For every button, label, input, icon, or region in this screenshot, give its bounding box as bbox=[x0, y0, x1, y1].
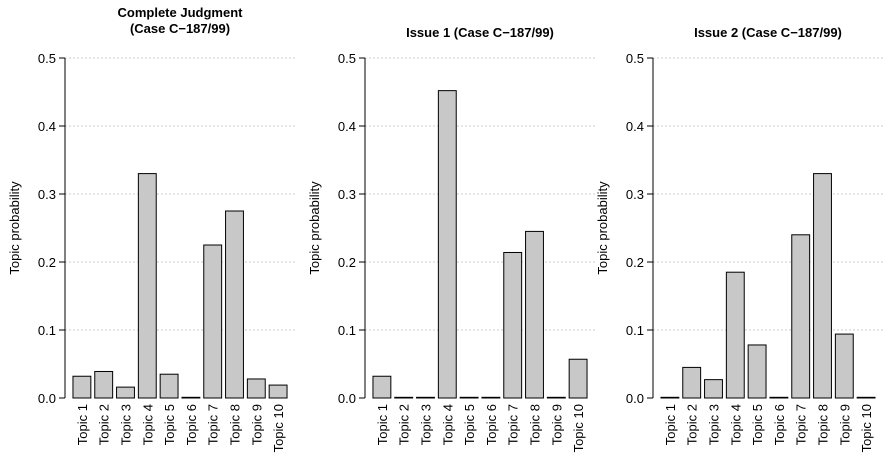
x-tick-label: Topic 7 bbox=[206, 404, 221, 445]
bar-topic-2 bbox=[394, 396, 414, 399]
x-tick-label: Topic 1 bbox=[375, 404, 390, 445]
y-tick-label: 0.4 bbox=[626, 119, 644, 134]
bar-topic-6 bbox=[769, 396, 789, 399]
chart-title-line: Issue 2 (Case C−187/99) bbox=[694, 25, 842, 40]
chart-title-line: (Case C−187/99) bbox=[130, 21, 230, 36]
y-tick-label: 0.0 bbox=[338, 391, 356, 406]
bar-topic-10 bbox=[268, 384, 288, 399]
x-tick-label: Topic 1 bbox=[75, 404, 90, 445]
x-tick-label: Topic 8 bbox=[528, 404, 543, 445]
bar-topic-10 bbox=[856, 396, 876, 399]
x-tick-label: Topic 9 bbox=[837, 404, 852, 445]
bar-topic-2 bbox=[94, 370, 114, 399]
x-tick-label: Topic 7 bbox=[506, 404, 521, 445]
x-tick-label: Topic 4 bbox=[728, 404, 743, 445]
bar-topic-9 bbox=[834, 333, 854, 399]
x-tick-label: Topic 3 bbox=[419, 404, 434, 445]
bar-topic-9 bbox=[546, 396, 566, 399]
x-tick-label: Topic 3 bbox=[707, 404, 722, 445]
bar-topic-1 bbox=[72, 375, 92, 399]
x-tick-label: Topic 9 bbox=[249, 404, 264, 445]
bar-topic-8 bbox=[813, 173, 832, 399]
bar-topic-4 bbox=[437, 90, 457, 399]
y-tick-label: 0.2 bbox=[626, 255, 644, 270]
x-tick-label: Topic 8 bbox=[816, 404, 831, 445]
x-tick-label: Topic 8 bbox=[228, 404, 243, 445]
y-tick-label: 0.5 bbox=[338, 51, 356, 66]
bar-topic-9 bbox=[246, 378, 266, 399]
bar-topic-5 bbox=[747, 344, 767, 399]
x-tick-label: Topic 1 bbox=[663, 404, 678, 445]
y-axis-label: Topic probability bbox=[7, 181, 22, 275]
bar-topic-5 bbox=[159, 373, 179, 399]
y-tick-label: 0.5 bbox=[626, 51, 644, 66]
x-tick-label: Topic 6 bbox=[484, 404, 499, 445]
x-tick-label: Topic 4 bbox=[440, 404, 455, 445]
y-tick-label: 0.3 bbox=[626, 187, 644, 202]
x-tick-label: Topic 4 bbox=[140, 404, 155, 445]
bar-topic-6 bbox=[481, 396, 501, 399]
y-tick-label: 0.0 bbox=[626, 391, 644, 406]
x-tick-label: Topic 2 bbox=[685, 404, 700, 445]
y-tick-label: 0.2 bbox=[338, 255, 356, 270]
bar-topic-8 bbox=[225, 210, 244, 399]
bar-topic-6 bbox=[181, 396, 201, 399]
y-tick-label: 0.4 bbox=[38, 119, 56, 134]
y-tick-label: 0.1 bbox=[626, 323, 644, 338]
bar-topic-4 bbox=[725, 271, 745, 399]
chart-panel-2: Issue 1 (Case C−187/99) 0.0 0.1 0.2 0.3 0.4 0.… bbox=[307, 25, 595, 452]
bar-topic-4 bbox=[137, 173, 157, 399]
chart-panel-3: Issue 2 (Case C−187/99) 0.0 0.1 0.2 0.3 0.4 0.… bbox=[595, 25, 883, 452]
x-tick-label: Topic 2 bbox=[397, 404, 412, 445]
x-tick-label: Topic 6 bbox=[772, 404, 787, 445]
x-tick-label: Topic 5 bbox=[462, 404, 477, 445]
y-axis-label: Topic probability bbox=[595, 181, 610, 275]
y-tick-label: 0.3 bbox=[38, 187, 56, 202]
x-tick-label: Topic 3 bbox=[119, 404, 134, 445]
bar-topic-7 bbox=[203, 244, 223, 399]
y-tick-label: 0.5 bbox=[38, 51, 56, 66]
chart-panel-1: Complete Judgment(Case C−187/99) 0.0 0.1 0.… bbox=[7, 5, 295, 452]
y-axis-label: Topic probability bbox=[307, 181, 322, 275]
y-tick-label: 0.1 bbox=[338, 323, 356, 338]
bar-topic-3 bbox=[704, 379, 723, 399]
x-tick-label: Topic 10 bbox=[271, 404, 286, 452]
chart-title-line: Issue 1 (Case C−187/99) bbox=[406, 25, 554, 40]
bar-topic-7 bbox=[791, 234, 811, 399]
x-tick-label: Topic 9 bbox=[549, 404, 564, 445]
chart-title-line: Complete Judgment bbox=[118, 5, 244, 20]
y-tick-label: 0.1 bbox=[38, 323, 56, 338]
bar-topic-8 bbox=[525, 230, 544, 399]
y-tick-label: 0.2 bbox=[38, 255, 56, 270]
bar-topic-10 bbox=[568, 358, 588, 399]
x-tick-label: Topic 2 bbox=[97, 404, 112, 445]
x-tick-label: Topic 5 bbox=[750, 404, 765, 445]
x-tick-label: Topic 10 bbox=[859, 404, 874, 452]
x-tick-label: Topic 5 bbox=[162, 404, 177, 445]
bar-topic-1 bbox=[660, 396, 680, 399]
bar-topic-1 bbox=[372, 375, 392, 399]
x-tick-label: Topic 6 bbox=[184, 404, 199, 445]
bar-topic-3 bbox=[416, 396, 435, 399]
x-tick-label: Topic 7 bbox=[794, 404, 809, 445]
bar-topic-2 bbox=[682, 366, 702, 399]
bar-topic-5 bbox=[459, 396, 479, 399]
y-tick-label: 0.3 bbox=[338, 187, 356, 202]
y-tick-label: 0.4 bbox=[338, 119, 356, 134]
y-tick-label: 0.0 bbox=[38, 391, 56, 406]
bar-topic-7 bbox=[503, 251, 523, 399]
bar-topic-3 bbox=[116, 386, 135, 399]
x-tick-label: Topic 10 bbox=[571, 404, 586, 452]
